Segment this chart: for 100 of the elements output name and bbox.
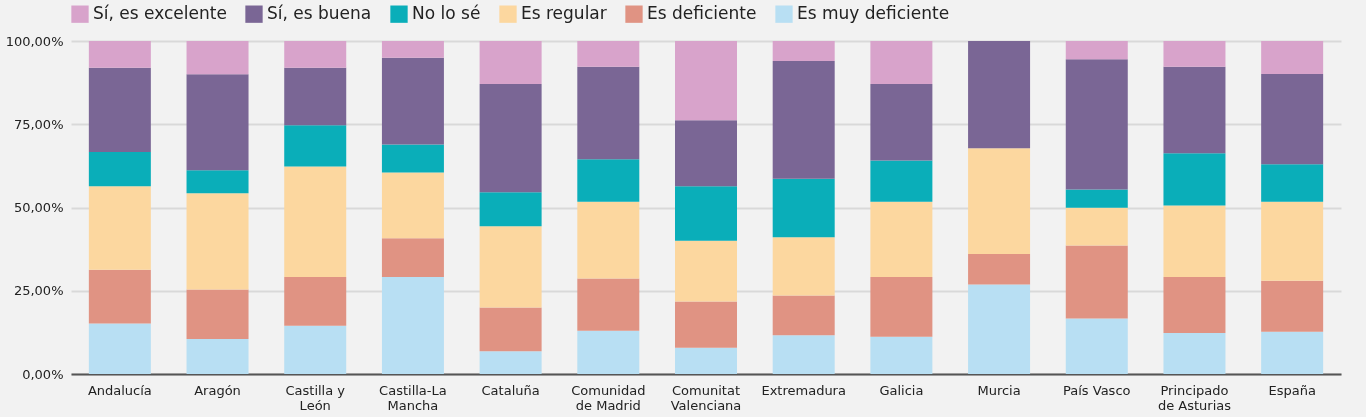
bar [381, 277, 444, 374]
x-tick-label: España [1268, 382, 1316, 398]
bar [479, 41, 542, 84]
x-tick-label: Murcia [977, 382, 1021, 398]
bar [88, 186, 151, 270]
bar [1261, 280, 1324, 332]
bar [381, 172, 444, 239]
bar [186, 74, 249, 171]
bar [479, 226, 542, 308]
bar [88, 323, 151, 374]
bar [284, 166, 347, 278]
bar [284, 41, 347, 68]
x-tick-label: Comunidad de Madrid [571, 382, 646, 413]
bar [772, 41, 835, 61]
bar [1163, 41, 1226, 67]
bar [675, 41, 737, 121]
bar [577, 201, 640, 279]
bar [284, 125, 347, 167]
y-tick-label: 25,00% [13, 283, 64, 299]
bar [1065, 189, 1128, 208]
bar [1261, 73, 1324, 165]
bar [284, 277, 347, 326]
bar [870, 41, 933, 84]
x-tick-label: Andalucía [87, 382, 152, 398]
bar [968, 148, 1031, 255]
bar [870, 336, 933, 374]
bar [772, 295, 835, 336]
bar [870, 277, 933, 337]
bar [772, 237, 835, 296]
bar [381, 238, 444, 278]
x-tick-label: Castilla-La Mancha [379, 382, 447, 413]
legend-label: Es regular [521, 3, 607, 24]
bar [1261, 201, 1324, 281]
bar [675, 347, 737, 374]
legend-label: Es muy deficiente [797, 3, 950, 24]
y-tick-label: 0,00% [22, 366, 64, 382]
bar [870, 160, 933, 202]
bar [1163, 205, 1226, 278]
bar [870, 83, 933, 161]
x-tick-label: Castilla y León [285, 382, 346, 413]
bar [1065, 207, 1128, 246]
bar [284, 67, 347, 126]
bar [772, 178, 835, 238]
bar [381, 41, 444, 58]
bar [1163, 333, 1226, 374]
bar [88, 67, 151, 152]
bar [381, 57, 444, 145]
bar [1163, 153, 1226, 206]
bar [675, 240, 737, 302]
bar [1065, 245, 1128, 319]
bar [870, 201, 933, 278]
bar [577, 159, 640, 202]
legend-label: Es deficiente [647, 3, 757, 24]
bar [968, 41, 1031, 149]
bar [186, 41, 249, 75]
bar [577, 66, 640, 160]
bar [1065, 41, 1128, 60]
bar [479, 192, 542, 227]
bar [1065, 59, 1128, 190]
y-tick-label: 75,00% [13, 116, 64, 132]
bar [479, 351, 542, 374]
bar [1261, 164, 1324, 202]
bar [284, 325, 347, 374]
x-tick-label: Cataluña [481, 382, 540, 398]
bar [186, 193, 249, 290]
x-tick-label: Extremadura [761, 382, 846, 398]
legend-label: No lo sé [412, 3, 481, 24]
x-tick-label: Aragón [194, 382, 241, 398]
legend-label: Sí, es buena [267, 3, 372, 24]
bar [772, 60, 835, 179]
bar [479, 83, 542, 193]
x-tick-label: País Vasco [1063, 382, 1131, 398]
y-tick-label: 50,00% [13, 200, 64, 215]
x-tick-label: Principado de Asturias [1157, 382, 1232, 413]
bar [675, 301, 737, 348]
bar [675, 120, 737, 187]
bar [88, 151, 151, 187]
bar [186, 289, 249, 340]
bar [1163, 277, 1226, 334]
bar [577, 41, 640, 67]
bar [1163, 66, 1226, 154]
bar [577, 330, 640, 374]
bar [968, 284, 1031, 374]
bar [186, 339, 249, 374]
bar [1261, 331, 1324, 374]
x-tick-label: Galicia [879, 382, 924, 398]
bar [88, 269, 151, 324]
bar [381, 144, 444, 173]
bar [88, 41, 151, 68]
y-tick-label: 100,00% [5, 33, 64, 49]
bar [968, 254, 1031, 285]
bar [1261, 41, 1324, 74]
legend-label: Sí, es excelente [93, 3, 227, 24]
bar [479, 307, 542, 352]
bar [675, 186, 737, 241]
bar [1065, 318, 1128, 374]
bar [772, 335, 835, 374]
bar [577, 278, 640, 331]
x-tick-label: Comunitat Valenciana [670, 382, 742, 413]
bar [186, 170, 249, 194]
